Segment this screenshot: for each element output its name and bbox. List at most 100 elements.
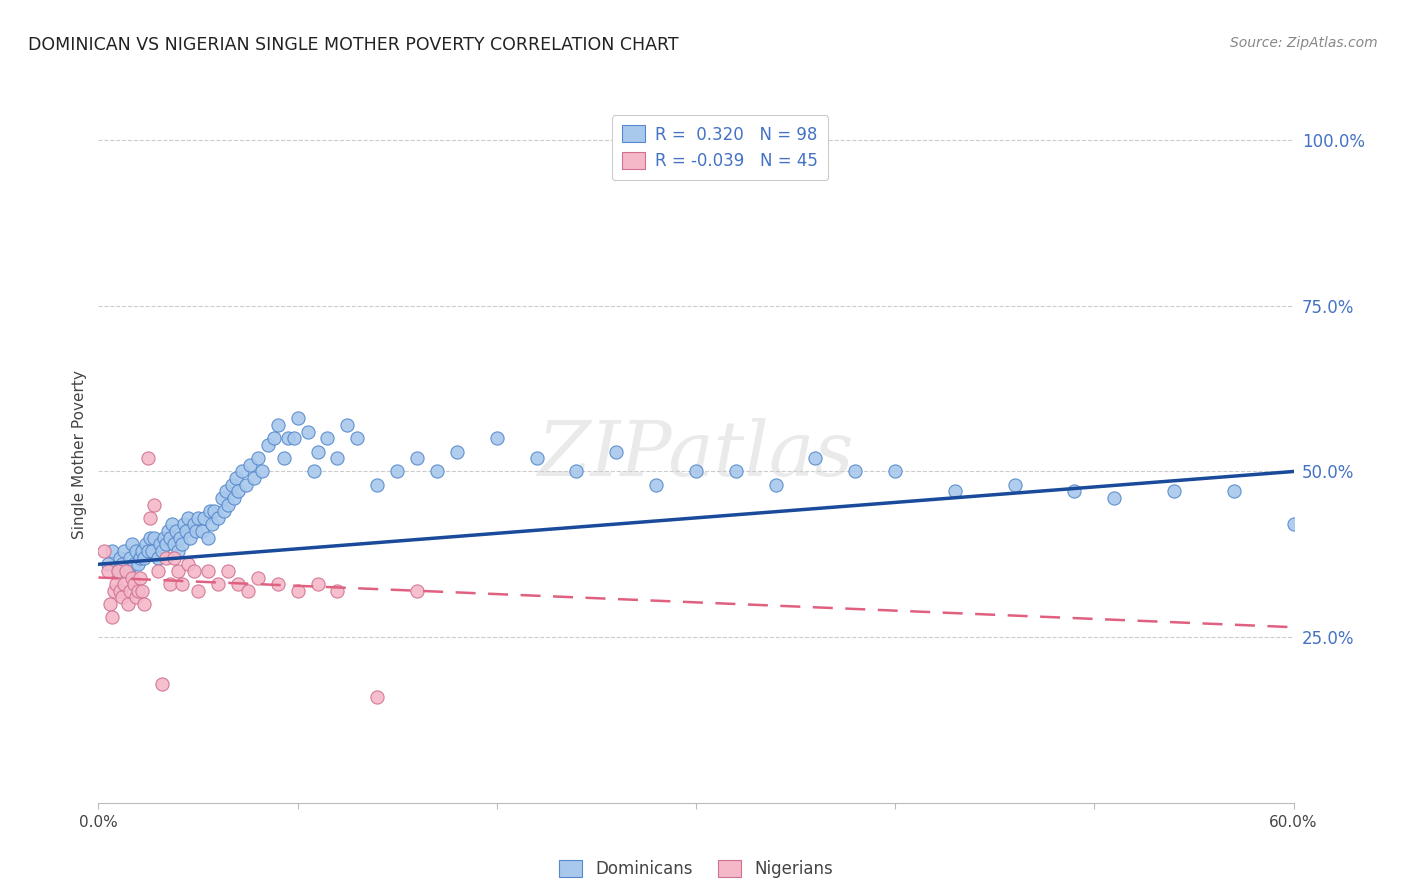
Point — [143, 498, 166, 512]
Point — [157, 524, 180, 538]
Point — [201, 517, 224, 532]
Point — [222, 491, 245, 505]
Point — [765, 477, 787, 491]
Point — [187, 511, 209, 525]
Point — [250, 465, 273, 479]
Point — [141, 544, 163, 558]
Point — [183, 564, 205, 578]
Point — [179, 531, 201, 545]
Point — [605, 444, 627, 458]
Point — [129, 570, 152, 584]
Point — [159, 577, 181, 591]
Point — [136, 544, 159, 558]
Point — [183, 517, 205, 532]
Point — [143, 531, 166, 545]
Point — [172, 537, 194, 551]
Point — [111, 591, 134, 605]
Point — [346, 431, 368, 445]
Point — [167, 564, 190, 578]
Point — [211, 491, 233, 505]
Point — [198, 504, 221, 518]
Point — [148, 564, 170, 578]
Point — [263, 431, 285, 445]
Point — [136, 451, 159, 466]
Point — [267, 577, 290, 591]
Point — [221, 477, 243, 491]
Point — [105, 577, 128, 591]
Point — [565, 465, 588, 479]
Point — [485, 431, 508, 445]
Point — [246, 451, 269, 466]
Point — [326, 451, 349, 466]
Point — [120, 550, 142, 565]
Point — [177, 511, 200, 525]
Point — [804, 451, 827, 466]
Point — [127, 558, 149, 572]
Legend: Dominicans, Nigerians: Dominicans, Nigerians — [553, 854, 839, 885]
Point — [163, 550, 186, 565]
Point — [316, 431, 339, 445]
Point — [426, 465, 449, 479]
Point — [135, 537, 157, 551]
Y-axis label: Single Mother Poverty: Single Mother Poverty — [72, 370, 87, 540]
Point — [167, 544, 190, 558]
Point — [174, 524, 197, 538]
Point — [283, 431, 305, 445]
Point — [366, 477, 388, 491]
Point — [943, 484, 966, 499]
Point — [124, 577, 146, 591]
Point — [239, 458, 262, 472]
Point — [169, 531, 191, 545]
Point — [97, 558, 120, 572]
Point — [685, 465, 707, 479]
Point — [446, 444, 468, 458]
Point — [110, 550, 132, 565]
Point — [231, 465, 253, 479]
Point — [115, 564, 138, 578]
Text: ZIPatlas: ZIPatlas — [537, 418, 855, 491]
Point — [202, 504, 225, 518]
Point — [302, 465, 325, 479]
Text: DOMINICAN VS NIGERIAN SINGLE MOTHER POVERTY CORRELATION CHART: DOMINICAN VS NIGERIAN SINGLE MOTHER POVE… — [28, 36, 679, 54]
Point — [235, 477, 257, 491]
Point — [150, 544, 173, 558]
Point — [187, 583, 209, 598]
Point — [129, 550, 152, 565]
Point — [406, 451, 429, 466]
Point — [163, 537, 186, 551]
Point — [121, 570, 143, 584]
Point — [125, 591, 148, 605]
Point — [150, 676, 173, 690]
Point — [100, 597, 122, 611]
Point — [112, 577, 135, 591]
Point — [121, 537, 143, 551]
Point — [191, 524, 214, 538]
Point — [236, 583, 259, 598]
Point — [107, 564, 129, 578]
Point — [134, 597, 156, 611]
Point — [307, 577, 329, 591]
Point — [366, 690, 388, 704]
Point — [884, 465, 907, 479]
Point — [134, 550, 156, 565]
Point — [844, 465, 866, 479]
Point — [207, 511, 229, 525]
Point — [155, 537, 177, 551]
Point — [1102, 491, 1125, 505]
Point — [124, 558, 146, 572]
Point — [273, 451, 295, 466]
Point — [197, 564, 219, 578]
Point — [1222, 484, 1246, 499]
Point — [148, 550, 170, 565]
Point — [246, 570, 269, 584]
Point — [111, 558, 134, 572]
Point — [112, 544, 135, 558]
Point — [287, 583, 309, 598]
Point — [153, 531, 176, 545]
Point — [184, 524, 207, 538]
Point — [1282, 517, 1305, 532]
Point — [155, 550, 177, 565]
Point — [326, 583, 349, 598]
Point — [336, 418, 359, 433]
Point — [103, 583, 125, 598]
